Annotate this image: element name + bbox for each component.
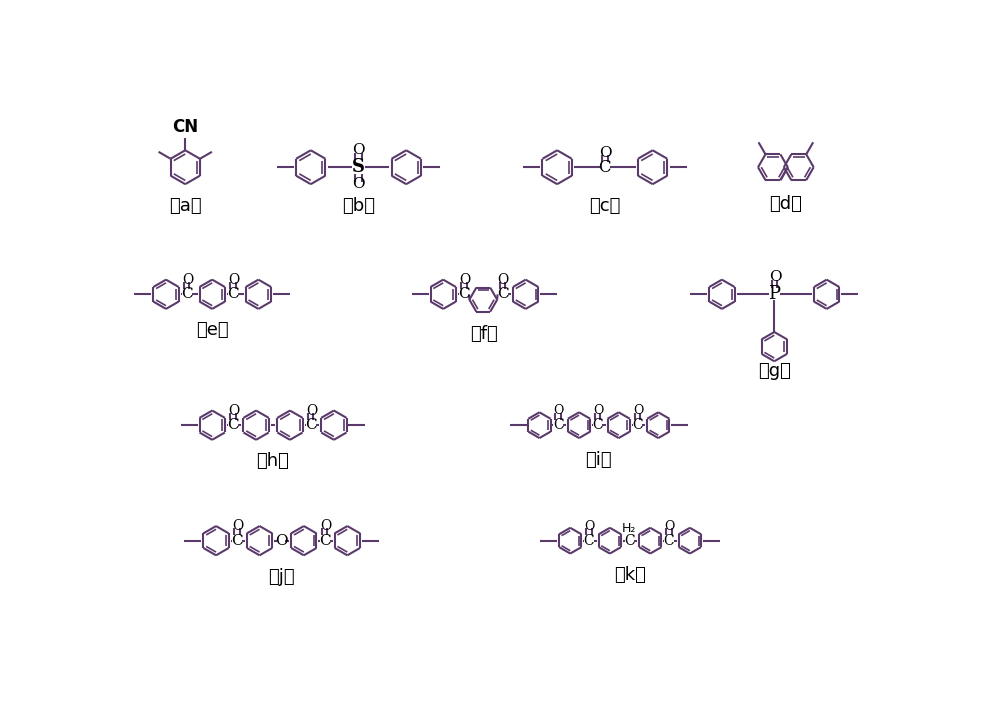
Text: O: O	[228, 273, 239, 286]
Text: （k）: （k）	[614, 566, 646, 584]
Text: H₂: H₂	[622, 522, 636, 535]
Text: O: O	[599, 146, 612, 160]
Text: O: O	[352, 177, 365, 191]
Text: C: C	[664, 534, 674, 548]
Text: C: C	[227, 418, 239, 432]
Text: O: O	[182, 273, 193, 286]
Text: O: O	[664, 520, 675, 532]
Text: （j）: （j）	[268, 568, 295, 586]
Text: O: O	[352, 144, 365, 157]
Text: C: C	[584, 534, 594, 548]
Text: S: S	[352, 158, 365, 176]
Text: O: O	[593, 404, 604, 417]
Text: （a）: （a）	[169, 197, 202, 215]
Text: C: C	[181, 287, 193, 301]
Text: O: O	[633, 404, 643, 417]
Text: C: C	[624, 534, 635, 548]
Text: （h）: （h）	[257, 452, 289, 470]
Text: C: C	[553, 418, 563, 432]
Text: P: P	[768, 286, 780, 303]
Text: O: O	[769, 270, 781, 284]
Text: C: C	[632, 418, 643, 432]
Text: C: C	[231, 534, 243, 548]
Text: O: O	[306, 404, 317, 418]
Text: O: O	[459, 273, 470, 286]
Text: （f）: （f）	[471, 325, 498, 343]
Text: O: O	[228, 404, 239, 418]
Text: O: O	[584, 520, 595, 532]
Text: C: C	[305, 418, 317, 432]
Text: （d）: （d）	[769, 194, 802, 213]
Text: C: C	[319, 534, 330, 548]
Text: O: O	[232, 519, 243, 533]
Text: O: O	[320, 519, 331, 533]
Text: （i）: （i）	[586, 450, 612, 469]
Text: （g）: （g）	[758, 361, 791, 380]
Text: （b）: （b）	[342, 197, 375, 215]
Text: C: C	[458, 287, 470, 301]
Text: CN: CN	[172, 119, 198, 136]
Text: O: O	[498, 273, 509, 286]
Text: （e）: （e）	[196, 322, 229, 339]
Text: C: C	[599, 159, 611, 176]
Text: C: C	[592, 418, 603, 432]
Text: O: O	[554, 404, 564, 417]
Text: （c）: （c）	[589, 197, 621, 215]
Text: C: C	[497, 287, 508, 301]
Text: C: C	[227, 287, 239, 301]
Text: O: O	[275, 534, 287, 548]
